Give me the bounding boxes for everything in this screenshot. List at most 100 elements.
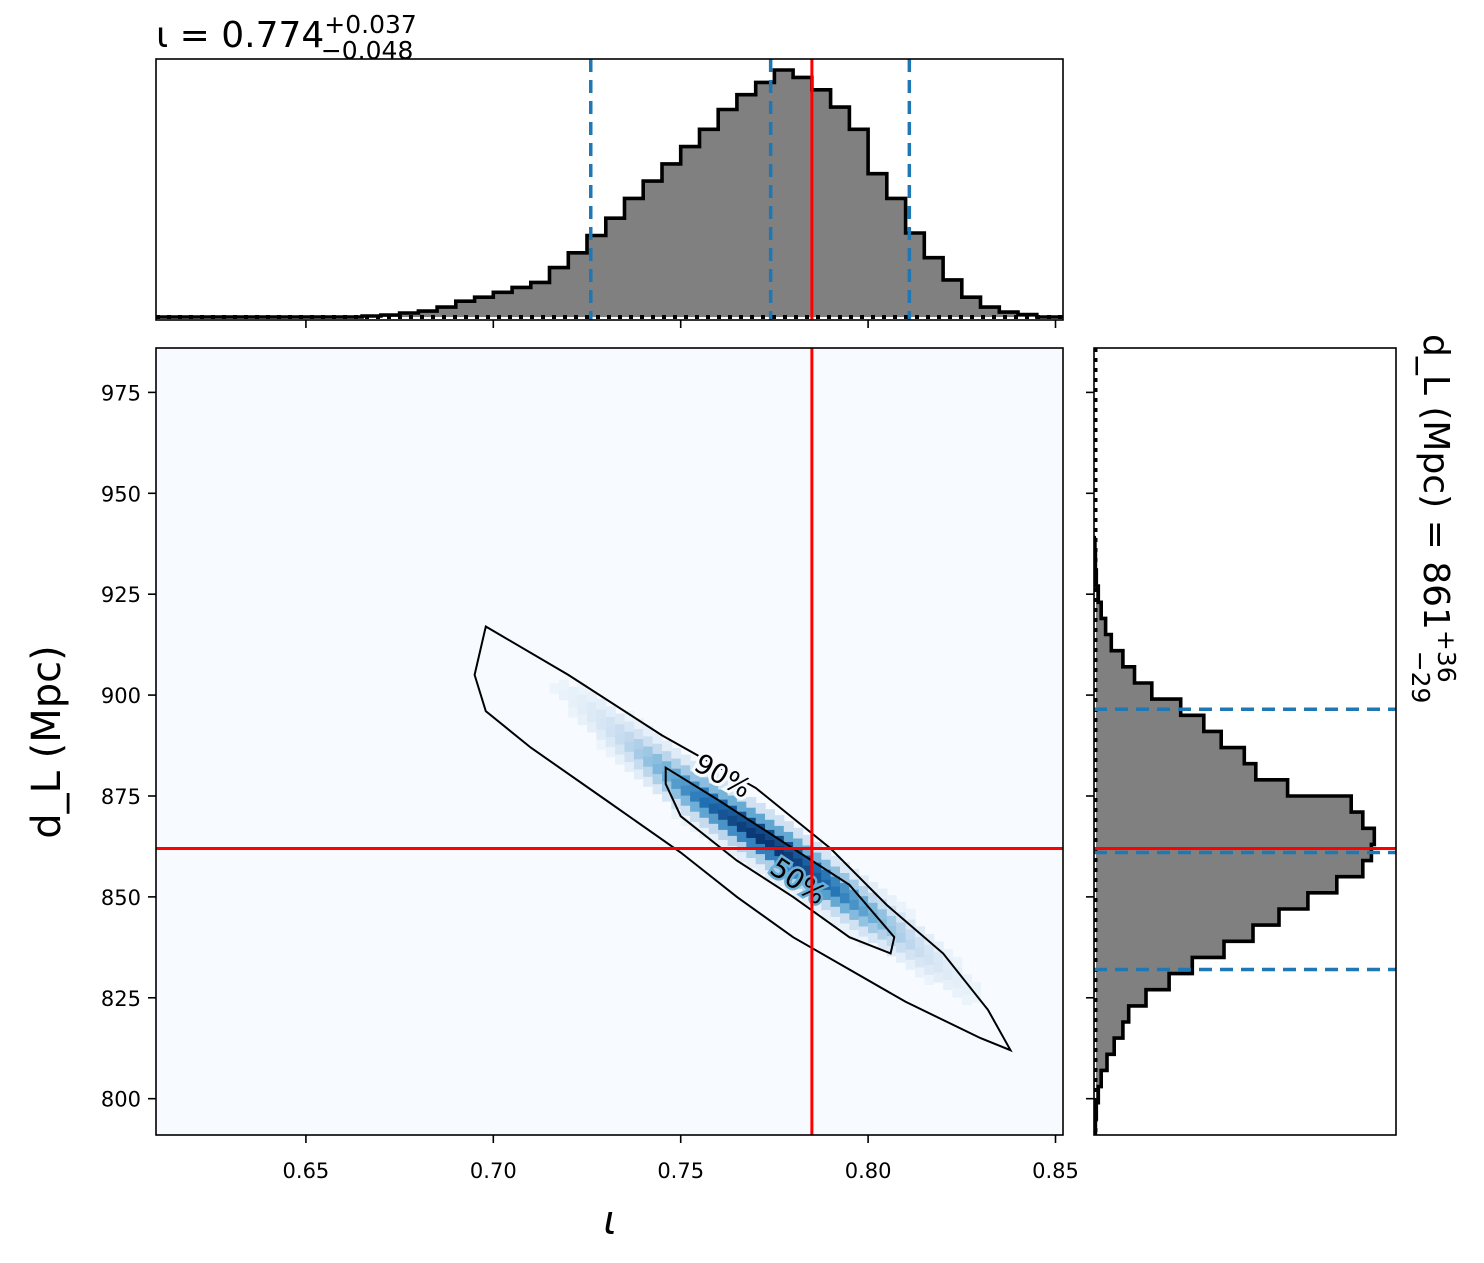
density-cell-141 xyxy=(774,825,785,836)
density-cell-189 xyxy=(840,882,850,894)
density-cell-129 xyxy=(765,869,775,881)
density-cell-172 xyxy=(821,899,832,911)
density-cell-14 xyxy=(596,739,607,750)
distance-marginal-title: d_L (Mpc) = 861+36−29 xyxy=(1406,334,1461,703)
density-cell-40 xyxy=(633,718,644,729)
density-cell-32 xyxy=(624,731,635,742)
density-cell-96 xyxy=(718,819,729,830)
density-cell-81 xyxy=(699,817,710,828)
density-cell-92 xyxy=(708,782,719,794)
density-cell-47 xyxy=(652,783,663,795)
density-cell-135 xyxy=(765,809,775,820)
density-cell-9 xyxy=(577,684,588,695)
density-cell-200 xyxy=(858,925,869,937)
density-cell-95 xyxy=(718,829,729,840)
density-cell-90 xyxy=(708,803,719,814)
density-cell-194 xyxy=(849,909,860,920)
density-cell-167 xyxy=(811,872,822,883)
density-cell-10 xyxy=(587,721,597,733)
density-cell-110 xyxy=(736,831,747,842)
density-cell-149 xyxy=(783,821,794,832)
density-cell-242 xyxy=(924,964,935,975)
density-cell-174 xyxy=(821,879,832,890)
density-cell-132 xyxy=(765,839,775,851)
density-cell-145 xyxy=(783,861,794,873)
density-cell-166 xyxy=(811,882,822,893)
density-cell-108 xyxy=(736,851,747,863)
density-cell-192 xyxy=(849,929,860,941)
density-cell-5 xyxy=(568,686,579,698)
density-cell-0 xyxy=(549,683,560,694)
density-cell-79 xyxy=(690,760,701,772)
density-cell-257 xyxy=(952,956,963,968)
density-cell-229 xyxy=(896,901,907,913)
density-cell-180 xyxy=(830,896,841,907)
density-cell-31 xyxy=(624,741,635,752)
density-cell-150 xyxy=(793,888,804,899)
density-cell-44 xyxy=(643,745,654,757)
density-cell-258 xyxy=(961,994,972,1006)
density-cell-48 xyxy=(652,773,663,785)
density-cell-188 xyxy=(840,892,850,904)
density-cell-64 xyxy=(671,758,682,769)
density-cell-1 xyxy=(558,689,569,701)
density-cell-50 xyxy=(652,753,663,764)
density-cell-56 xyxy=(662,760,672,772)
density-cell-53 xyxy=(662,790,672,802)
density-cell-46 xyxy=(643,725,654,737)
density-cell-134 xyxy=(765,819,775,830)
joint-frame xyxy=(155,347,1064,1136)
y-tick-label-2: 850 xyxy=(101,886,141,910)
y-tick-label-7: 975 xyxy=(101,381,141,405)
density-cell-15 xyxy=(596,729,607,740)
density-cell-235 xyxy=(905,908,916,920)
density-cell-116 xyxy=(746,847,757,859)
density-cell-39 xyxy=(633,728,644,740)
density-cell-121 xyxy=(746,797,757,808)
density-cell-168 xyxy=(811,862,822,873)
density-cell-80 xyxy=(699,827,710,838)
density-cell-225 xyxy=(896,942,907,953)
density-cell-61 xyxy=(671,788,682,799)
density-cell-143 xyxy=(783,881,794,893)
density-cell-21 xyxy=(605,726,616,738)
density-cell-211 xyxy=(868,882,879,893)
density-cell-102 xyxy=(727,835,738,846)
x-tick-label-0: 0.65 xyxy=(283,1159,330,1183)
density-cell-55 xyxy=(662,770,672,782)
density-cell-123 xyxy=(755,853,766,865)
density-cell-88 xyxy=(708,823,719,834)
density-cell-3 xyxy=(568,706,579,718)
density-cell-37 xyxy=(633,748,644,760)
density-cell-111 xyxy=(736,821,747,832)
density-cell-151 xyxy=(793,878,804,889)
density-cell-120 xyxy=(746,807,757,818)
density-cell-33 xyxy=(624,721,635,732)
density-cell-155 xyxy=(793,837,804,849)
density-cell-178 xyxy=(830,916,841,927)
density-cell-244 xyxy=(924,944,935,955)
density-cell-153 xyxy=(793,858,804,869)
density-cell-197 xyxy=(849,879,860,890)
density-cell-241 xyxy=(924,974,935,985)
density-cell-67 xyxy=(680,805,691,816)
density-cell-261 xyxy=(971,992,982,1003)
density-cell-51 xyxy=(652,743,663,754)
density-cell-215 xyxy=(877,908,888,920)
density-cell-254 xyxy=(952,986,963,998)
density-cell-173 xyxy=(821,889,832,900)
density-cell-17 xyxy=(596,708,607,720)
density-cell-7 xyxy=(577,704,588,715)
density-cell-49 xyxy=(652,763,663,775)
y-axis-label: d_L (Mpc) xyxy=(24,645,70,839)
y-tick-label-1: 825 xyxy=(101,987,141,1011)
density-cell-160 xyxy=(802,865,813,876)
distance-marginal-frame xyxy=(1093,347,1397,1136)
density-cell-238 xyxy=(915,946,925,958)
density-cell-34 xyxy=(624,710,635,722)
density-cell-24 xyxy=(615,753,626,765)
density-cell-43 xyxy=(643,756,654,767)
density-cell-171 xyxy=(821,909,832,921)
density-cell-125 xyxy=(755,833,766,844)
